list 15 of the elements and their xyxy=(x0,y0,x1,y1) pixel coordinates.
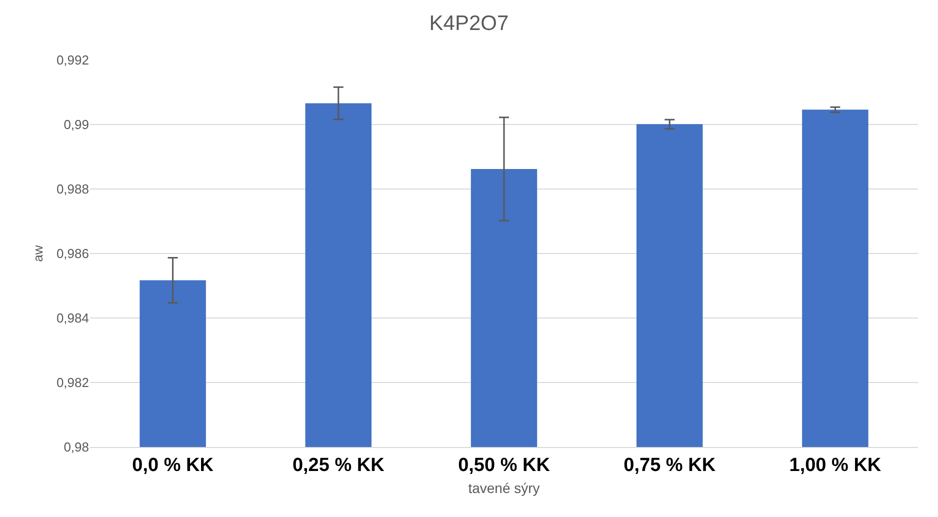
chart-title: K4P2O7 xyxy=(429,12,509,35)
y-tick-label: 0,98 xyxy=(64,440,89,455)
x-tick-label: 0,0 % KK xyxy=(132,454,214,476)
y-tick-label: 0,992 xyxy=(56,52,89,68)
y-tick-label: 0,99 xyxy=(64,117,89,132)
y-tick-label: 0,982 xyxy=(56,375,89,390)
y-axis-title: aw xyxy=(30,244,46,262)
y-tick-label: 0,984 xyxy=(56,310,89,326)
x-tick-label: 0,50 % KK xyxy=(458,454,550,476)
x-tick-label: 0,25 % KK xyxy=(292,454,385,476)
x-tick-label: 0,75 % KK xyxy=(624,454,716,476)
x-tick-label: 1,00 % KK xyxy=(789,454,882,476)
y-tick-label: 0,986 xyxy=(56,246,89,262)
y-tick-label: 0,988 xyxy=(56,182,89,197)
x-axis-title: tavené sýry xyxy=(468,480,540,496)
